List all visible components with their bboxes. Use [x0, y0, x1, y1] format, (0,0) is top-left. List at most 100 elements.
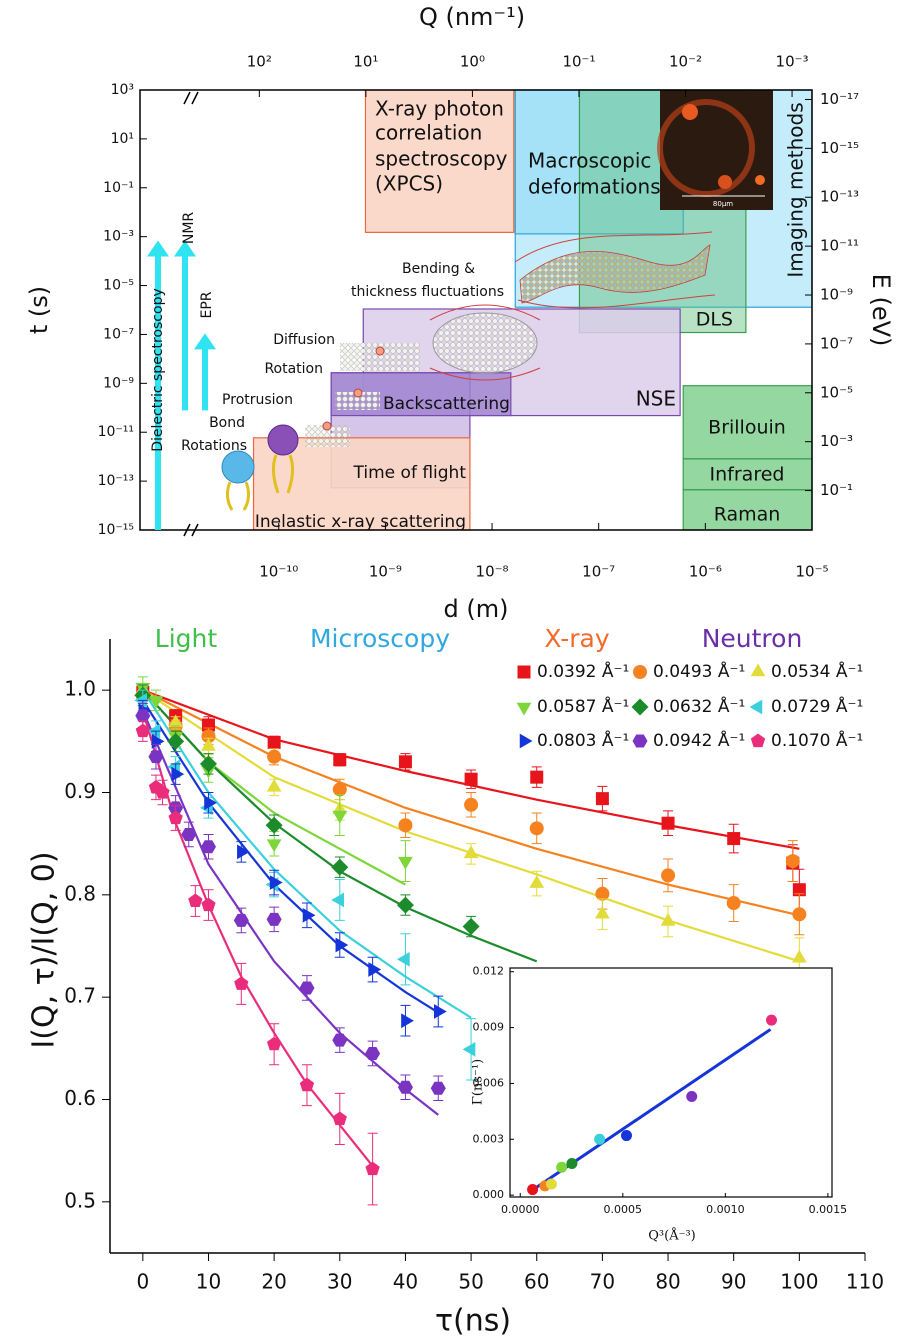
x2-axis-title: Q (nm⁻¹)	[419, 3, 525, 31]
x-tick-label: 0	[136, 1270, 149, 1294]
region-label: Time of flight	[353, 463, 467, 483]
group-label: Light	[155, 624, 218, 653]
y2-tick-label: 10⁻⁹	[820, 286, 853, 304]
x-tick-label: 80	[655, 1270, 680, 1294]
group-label: Microscopy	[310, 624, 450, 653]
y-tick-label: 1.0	[64, 677, 96, 701]
lipid-head	[267, 424, 299, 456]
legend-label: 0.0534 Å⁻¹	[771, 660, 863, 682]
region-label: NSE	[636, 387, 676, 411]
marker	[188, 893, 203, 908]
region-label: spectroscopy	[375, 147, 508, 171]
marker	[171, 766, 185, 782]
marker	[792, 883, 806, 897]
bilayer	[305, 425, 350, 447]
x-axis-title: τ(ns)	[435, 1304, 511, 1339]
y2-tick-label: 10⁻⁵	[820, 383, 853, 401]
marker	[661, 868, 676, 883]
vesicle	[432, 312, 538, 374]
marker	[331, 858, 349, 876]
marker	[204, 795, 217, 811]
x-tick-label: 40	[393, 1270, 418, 1294]
y-tick-label: 10⁻⁵	[103, 278, 134, 294]
marker	[181, 827, 197, 841]
x-tick-label: 90	[721, 1270, 746, 1294]
marker	[727, 832, 741, 846]
blob	[682, 104, 698, 120]
fit-line	[141, 689, 472, 1019]
marker	[332, 1111, 347, 1126]
y-tick-label: 10⁻¹⁵	[98, 522, 134, 538]
legend-label: 0.0803 Å⁻¹	[537, 729, 629, 751]
marker	[135, 723, 150, 738]
marker	[335, 937, 349, 953]
x-tick-label: 10⁻⁵	[795, 563, 828, 581]
marker	[332, 810, 348, 824]
marker	[234, 976, 249, 990]
x-tick-label: 10	[196, 1270, 221, 1294]
x-tick-label: 30	[327, 1270, 352, 1294]
cell-outline	[657, 99, 755, 197]
point	[545, 1178, 557, 1190]
marker	[269, 875, 283, 890]
y-tick-label: 0.7	[64, 984, 96, 1008]
marker	[266, 778, 282, 792]
y-tick-label: 0.003	[473, 1132, 505, 1145]
marker	[396, 951, 410, 967]
region	[364, 89, 515, 233]
blob	[718, 175, 732, 189]
point	[594, 1133, 606, 1145]
x-axis-title: d (m)	[444, 595, 509, 623]
y2-tick-label: 10⁻¹¹	[820, 237, 859, 255]
marker	[167, 732, 185, 750]
legend-label: 0.0587 Å⁻¹	[537, 695, 629, 717]
annotation: Bond	[209, 415, 245, 431]
inset: 0.000 0.003 0.006 0.009 0.012 0.0000 0.0005 0.0…	[473, 965, 848, 1216]
marker	[299, 981, 315, 995]
region-label: correlation	[375, 121, 482, 145]
marker	[233, 913, 249, 927]
x-tick-label: 0.0010	[706, 1203, 745, 1216]
marker	[595, 905, 610, 919]
marker	[398, 818, 413, 833]
arrow-label: Dielectric spectroscopy	[150, 288, 166, 452]
y-tick-label: 0.5	[64, 1188, 96, 1212]
illustrations	[183, 90, 773, 537]
marker	[168, 810, 183, 825]
lipid-head	[375, 346, 385, 356]
marker	[463, 845, 479, 859]
marker	[750, 733, 766, 748]
region-label: Infrared	[710, 464, 785, 486]
x2-tick-label: 10⁻²	[669, 53, 702, 71]
marker	[661, 816, 675, 830]
y-tick-label: 0.9	[64, 779, 96, 803]
region-label: Raman	[714, 504, 781, 526]
marker	[148, 750, 164, 764]
y-tick-label: 0.6	[64, 1086, 96, 1110]
marker	[302, 907, 316, 923]
x-tick-label: 10⁻⁶	[689, 563, 722, 581]
y2-tick-label: 10⁻¹	[820, 481, 853, 499]
marker	[267, 735, 281, 749]
bilayer	[335, 392, 380, 410]
x2-tick-label: 10¹	[353, 53, 378, 71]
legend-label: 0.0729 Å⁻¹	[771, 695, 863, 717]
marker	[397, 1080, 413, 1094]
y-tick-label: 10⁻⁹	[103, 375, 134, 391]
marker	[151, 733, 165, 749]
annotation: thickness fluctuations	[351, 284, 504, 300]
marker	[201, 737, 216, 751]
marker	[155, 785, 170, 799]
marker	[633, 665, 647, 679]
marker	[365, 1161, 380, 1176]
group-label: Neutron	[702, 624, 803, 653]
y-tick-label: 0.8	[64, 881, 96, 905]
point	[765, 1014, 777, 1026]
marker	[785, 854, 800, 869]
legend-label: 0.0493 Å⁻¹	[653, 660, 745, 682]
y-axis-title: I(Q, τ)/I(Q, 0)	[27, 851, 62, 1048]
marker	[266, 1036, 282, 1051]
x2-tick-label: 10⁰	[460, 53, 485, 71]
marker	[462, 1041, 476, 1057]
arrow-head	[147, 240, 169, 257]
